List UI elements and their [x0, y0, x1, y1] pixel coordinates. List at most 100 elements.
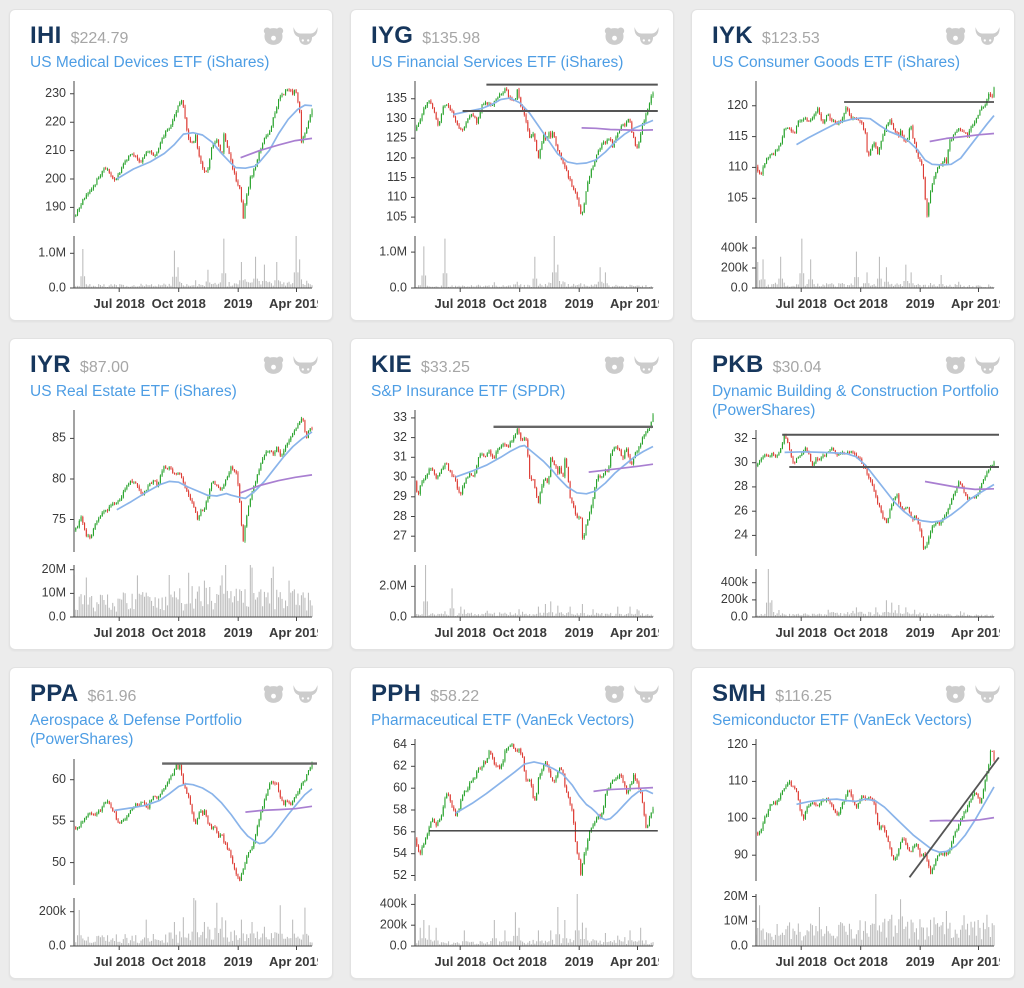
bull-icon[interactable] — [634, 355, 659, 375]
bull-icon[interactable] — [293, 355, 318, 375]
ticker-link[interactable]: SMH — [712, 680, 767, 707]
signal-icons — [943, 684, 1000, 704]
svg-text:Jul 2018: Jul 2018 — [776, 954, 827, 969]
ticker-link[interactable]: PPH — [371, 680, 422, 707]
svg-text:28: 28 — [734, 479, 748, 493]
svg-text:Apr 2019: Apr 2019 — [610, 296, 659, 311]
etf-name: US Real Estate ETF (iShares) — [30, 383, 237, 400]
ticker-link[interactable]: IYK — [712, 22, 753, 49]
card-header: PKB $30.04 — [712, 351, 1000, 379]
last-price: $224.79 — [70, 30, 129, 47]
svg-text:64: 64 — [393, 737, 407, 751]
bull-icon[interactable] — [293, 26, 318, 46]
svg-text:55: 55 — [52, 813, 66, 827]
last-price: $30.04 — [772, 359, 822, 376]
card-header: IYG $135.98 — [371, 22, 659, 50]
bear-icon[interactable] — [261, 684, 286, 704]
svg-text:0.0: 0.0 — [390, 939, 407, 953]
ticker-link[interactable]: PKB — [712, 351, 764, 378]
svg-text:32: 32 — [393, 430, 407, 444]
svg-text:210: 210 — [45, 143, 66, 157]
svg-text:60: 60 — [393, 781, 407, 795]
last-price: $135.98 — [422, 30, 481, 47]
ticker-link[interactable]: KIE — [371, 351, 412, 378]
svg-text:60: 60 — [52, 772, 66, 786]
signal-icons — [261, 684, 318, 704]
svg-text:2019: 2019 — [906, 625, 935, 640]
svg-text:0.0: 0.0 — [49, 938, 66, 952]
svg-text:2019: 2019 — [565, 296, 594, 311]
ticker-link[interactable]: IHI — [30, 22, 62, 49]
signal-icons — [602, 26, 659, 46]
price-volume-chart: 105 110 115 120 125 130 135 1.0M 0.0 Jul 2018 Oct … — [371, 76, 665, 312]
svg-text:Apr 2019: Apr 2019 — [951, 296, 1000, 311]
svg-text:2019: 2019 — [224, 625, 253, 640]
bear-icon[interactable] — [943, 684, 968, 704]
card-header: PPA $61.96 — [30, 680, 318, 708]
svg-text:1.0M: 1.0M — [38, 246, 66, 260]
bull-icon[interactable] — [975, 355, 1000, 375]
ticker-link[interactable]: IYG — [371, 22, 414, 49]
etf-name: US Medical Devices ETF (iShares) — [30, 54, 270, 71]
bull-icon[interactable] — [975, 684, 1000, 704]
svg-text:200k: 200k — [721, 592, 749, 606]
svg-text:2019: 2019 — [906, 296, 935, 311]
svg-text:75: 75 — [52, 512, 66, 526]
price-volume-chart: 190 200 210 220 230 1.0M 0.0 Jul 2018 Oct 2018 20… — [30, 76, 324, 312]
bear-icon[interactable] — [943, 26, 968, 46]
svg-text:115: 115 — [728, 129, 748, 143]
svg-text:110: 110 — [728, 160, 748, 174]
svg-text:62: 62 — [393, 759, 407, 773]
svg-text:26: 26 — [734, 503, 748, 517]
etf-card-iyr: IYR $87.00 US Real Estate ETF (iShares) … — [9, 338, 333, 650]
etf-card-iyg: IYG $135.98 US Financial Services ETF (i… — [350, 9, 674, 321]
signal-icons — [261, 355, 318, 375]
svg-text:230: 230 — [45, 86, 66, 100]
bull-icon[interactable] — [634, 26, 659, 46]
bear-icon[interactable] — [602, 684, 627, 704]
svg-text:20M: 20M — [42, 562, 66, 576]
svg-text:0.0: 0.0 — [731, 281, 748, 295]
bull-icon[interactable] — [975, 26, 1000, 46]
svg-text:58: 58 — [393, 803, 407, 817]
svg-text:0.0: 0.0 — [390, 610, 407, 624]
bear-icon[interactable] — [261, 26, 286, 46]
svg-text:220: 220 — [45, 115, 66, 129]
svg-text:110: 110 — [387, 190, 407, 204]
svg-text:125: 125 — [386, 131, 407, 145]
bear-icon[interactable] — [261, 355, 286, 375]
signal-icons — [602, 355, 659, 375]
svg-text:2019: 2019 — [224, 954, 253, 969]
last-price: $33.25 — [420, 359, 470, 376]
bear-icon[interactable] — [602, 355, 627, 375]
svg-text:Jul 2018: Jul 2018 — [435, 625, 486, 640]
svg-text:Oct 2018: Oct 2018 — [152, 296, 206, 311]
svg-text:1.0M: 1.0M — [379, 245, 407, 259]
last-price: $87.00 — [79, 359, 129, 376]
svg-text:130: 130 — [386, 111, 407, 125]
bear-icon[interactable] — [943, 355, 968, 375]
svg-text:52: 52 — [393, 868, 407, 882]
svg-text:Jul 2018: Jul 2018 — [435, 296, 486, 311]
bull-icon[interactable] — [293, 684, 318, 704]
svg-text:Apr 2019: Apr 2019 — [269, 954, 318, 969]
svg-text:Jul 2018: Jul 2018 — [776, 625, 827, 640]
svg-text:80: 80 — [52, 472, 66, 486]
card-header: KIE $33.25 — [371, 351, 659, 379]
bull-icon[interactable] — [634, 684, 659, 704]
svg-text:Oct 2018: Oct 2018 — [152, 625, 206, 640]
card-header: IHI $224.79 — [30, 22, 318, 50]
ticker-link[interactable]: IYR — [30, 351, 71, 378]
svg-text:0.0: 0.0 — [731, 609, 748, 623]
svg-text:56: 56 — [393, 824, 407, 838]
svg-text:105: 105 — [727, 191, 748, 205]
price-volume-chart: 50 55 60 200k 0.0 Jul 2018 Oct 2018 2019 Apr 201… — [30, 754, 324, 970]
svg-text:Oct 2018: Oct 2018 — [493, 296, 547, 311]
svg-text:90: 90 — [734, 848, 748, 862]
ticker-link[interactable]: PPA — [30, 680, 79, 707]
svg-text:2019: 2019 — [565, 954, 594, 969]
bear-icon[interactable] — [602, 26, 627, 46]
etf-name: Aerospace & Defense Portfolio (PowerShar… — [30, 712, 242, 749]
